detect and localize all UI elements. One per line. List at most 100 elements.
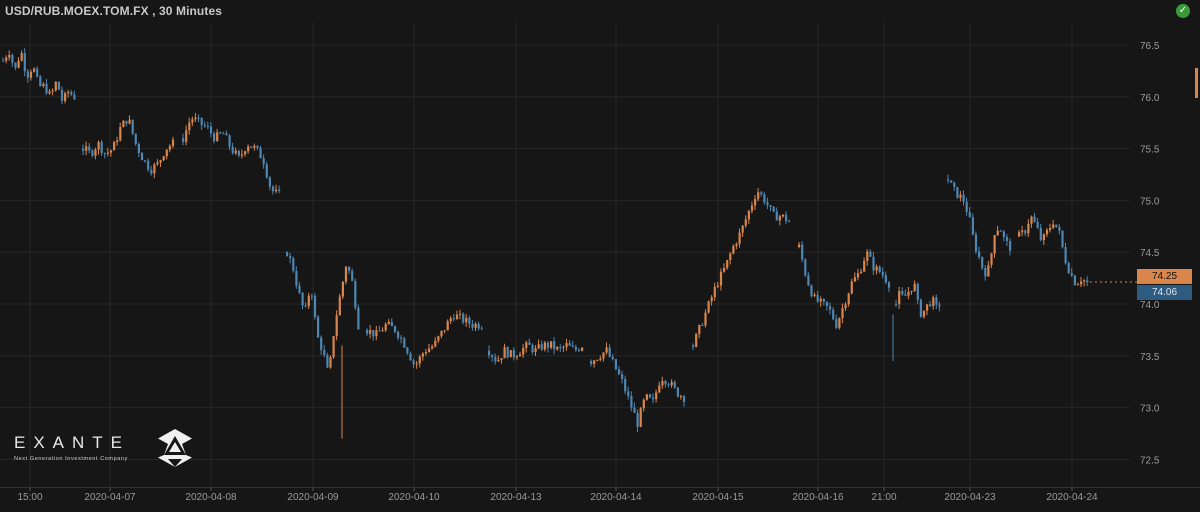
candle-body <box>500 358 503 360</box>
candle-body <box>953 182 956 188</box>
candle-body <box>769 205 772 207</box>
candle-body <box>182 138 185 142</box>
candle-body <box>390 321 393 327</box>
candle-body <box>534 348 537 352</box>
candle-body <box>387 321 390 325</box>
candle-body <box>698 324 701 334</box>
candle-body <box>1055 224 1058 227</box>
candle-body <box>153 164 156 174</box>
x-tick-label: 2020-04-24 <box>1046 492 1098 503</box>
candle-body <box>449 318 452 322</box>
candle-body <box>94 149 97 156</box>
candle-body <box>29 71 33 78</box>
candle-body <box>947 179 950 181</box>
candle-body <box>608 347 611 357</box>
candle-body <box>91 150 94 156</box>
candle-body <box>901 291 904 295</box>
candle-body <box>810 285 813 297</box>
candle-body <box>5 57 8 61</box>
candle-body <box>137 144 140 153</box>
candle-body <box>332 336 335 358</box>
candle-body <box>738 232 741 244</box>
candle-body <box>237 150 240 156</box>
candle-body <box>471 323 474 328</box>
candle-body <box>213 133 216 142</box>
candle-body <box>884 275 887 283</box>
candle-body <box>509 350 512 358</box>
candle-body <box>366 329 369 334</box>
candle-body <box>113 142 116 151</box>
candle-body <box>384 324 387 331</box>
check-circle-icon[interactable]: ✓ <box>1176 4 1190 18</box>
candle-body <box>48 91 51 94</box>
candle-body <box>57 81 60 90</box>
candle-body <box>1083 280 1086 282</box>
candle-body <box>581 347 584 351</box>
candle-body <box>209 126 213 134</box>
candle-body <box>85 146 88 151</box>
candle-body <box>344 267 348 282</box>
candle-body <box>642 399 645 409</box>
candle-body <box>565 343 568 347</box>
candle-body <box>913 283 916 291</box>
candle-body <box>645 394 648 400</box>
candle-body <box>2 60 5 62</box>
candle-body <box>965 201 968 212</box>
y-tick-label: 72.5 <box>1140 455 1160 466</box>
candle-body <box>1086 280 1089 283</box>
candle-body <box>844 304 847 309</box>
candle-body <box>400 337 403 339</box>
candle-body <box>990 253 993 265</box>
candle-body <box>100 141 103 154</box>
candle-body <box>1042 234 1045 241</box>
y-tick-label: 76.5 <box>1140 41 1160 52</box>
candle-body <box>664 380 667 385</box>
candle-body <box>8 55 11 58</box>
candle-body <box>341 281 344 297</box>
candle-body <box>437 336 440 341</box>
candle-body <box>265 164 268 178</box>
candle-body <box>968 211 971 218</box>
candle-body <box>219 132 222 134</box>
candle-body <box>670 382 673 386</box>
candle-body <box>103 153 106 155</box>
candle-body <box>60 89 64 101</box>
candle-body <box>546 342 550 348</box>
candle-body <box>119 127 122 141</box>
candle-body <box>804 259 807 276</box>
candle-body <box>222 133 225 135</box>
y-tick-label: 73.0 <box>1140 404 1160 415</box>
candle-body <box>1045 229 1049 235</box>
candle-body <box>633 407 636 413</box>
candle-body <box>307 295 310 307</box>
candle-body <box>54 81 57 91</box>
candle-body <box>599 358 602 360</box>
candle-body <box>701 324 704 326</box>
candle-body <box>574 346 577 350</box>
candle-body <box>636 412 639 427</box>
candle-body <box>1027 223 1030 234</box>
candle-body <box>984 267 987 277</box>
candle-body <box>593 360 596 365</box>
candle-body <box>82 148 85 151</box>
x-tick-label: 15:00 <box>17 492 42 503</box>
candle-body <box>611 356 614 360</box>
candle-body <box>1036 221 1039 228</box>
x-tick-label: 2020-04-15 <box>692 492 744 503</box>
candle-body <box>531 344 534 352</box>
candle-body <box>474 323 477 328</box>
candle-body <box>916 283 919 300</box>
candle-body <box>1061 230 1064 248</box>
logo-wordmark: EXANTE <box>14 433 131 452</box>
candle-body <box>993 235 996 254</box>
candle-body <box>971 217 974 235</box>
candle-body <box>286 252 289 257</box>
candle-body <box>667 384 670 386</box>
candle-body <box>624 379 627 392</box>
candle-body <box>710 297 713 302</box>
candle-body <box>234 150 237 154</box>
candle-body <box>488 350 491 356</box>
candle-body <box>1030 216 1033 224</box>
